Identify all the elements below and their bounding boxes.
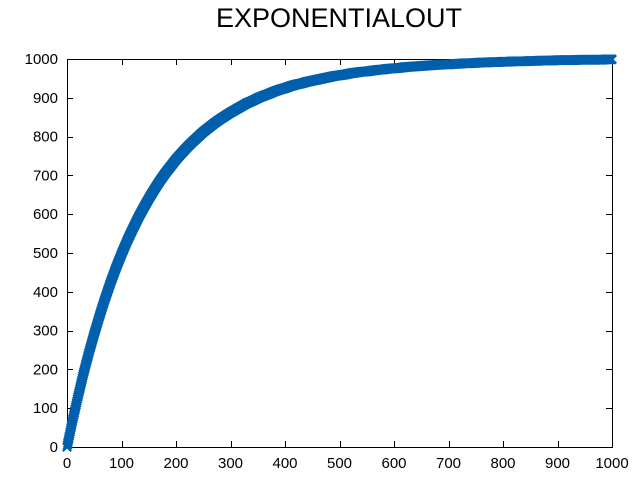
- y-tick-label: 100: [33, 400, 58, 417]
- y-tick-label: 800: [33, 129, 58, 146]
- axis-ticks: 0 100 200 300 400 500 600 700 800 900 1000 0 100 200 3…: [25, 51, 629, 472]
- plot-area-frame: [67, 59, 613, 448]
- y-tick-label: 600: [33, 206, 58, 223]
- y-tick-label: 300: [33, 323, 58, 340]
- x-tick-label: 700: [436, 455, 461, 472]
- x-tick-label: 1000: [595, 455, 628, 472]
- y-tick-label: 200: [33, 361, 58, 378]
- x-tick-label: 800: [490, 455, 515, 472]
- x-tick-label: 400: [272, 455, 297, 472]
- data-point-marker: [607, 54, 617, 65]
- y-tick-label: 1000: [25, 51, 58, 68]
- y-tick-label: 0: [50, 439, 58, 456]
- chart-title: EXPONENTIALOUT: [216, 3, 462, 33]
- x-tick-label: 900: [545, 455, 570, 472]
- x-tick-label: 600: [381, 455, 406, 472]
- y-tick-label: 400: [33, 284, 58, 301]
- x-tick-label: 300: [218, 455, 243, 472]
- x-tick-label: 100: [109, 455, 134, 472]
- x-tick-label: 0: [63, 455, 71, 472]
- y-tick-label: 500: [33, 245, 58, 262]
- data-points: [62, 54, 617, 452]
- y-tick-label: 700: [33, 167, 58, 184]
- y-tick-label: 900: [33, 90, 58, 107]
- x-tick-label: 500: [327, 455, 352, 472]
- x-tick-label: 200: [163, 455, 188, 472]
